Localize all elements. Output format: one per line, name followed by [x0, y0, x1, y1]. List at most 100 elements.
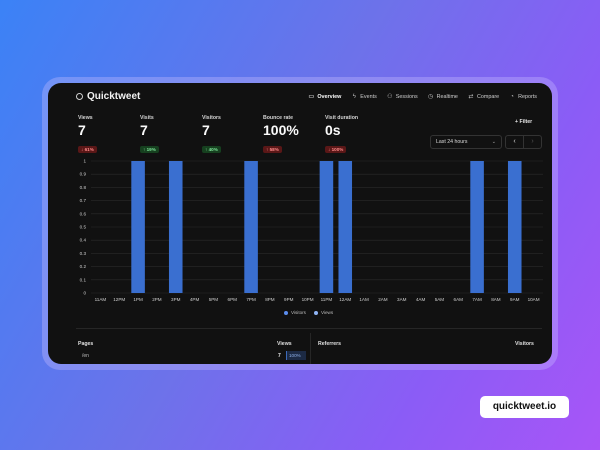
nav-label: Events [360, 93, 377, 100]
prev-button[interactable]: ‹ [513, 138, 516, 145]
metric-label: Visit duration [325, 115, 359, 121]
report-icon: ◔ [510, 93, 514, 100]
nav-compare[interactable]: ⇄ Compare [468, 93, 500, 101]
change-text: 40% [208, 147, 218, 152]
x-tick-label: 2AM [378, 297, 388, 302]
nav-label: Compare [476, 93, 500, 100]
x-tick-label: 6PM [228, 297, 238, 302]
date-range-select[interactable]: Last 24 hours ⌄ [430, 135, 502, 149]
change-text: 61% [84, 147, 94, 152]
y-tick-label: 0.1 [80, 277, 87, 282]
pages-title: Pages [78, 341, 94, 347]
x-tick-label: 4AM [416, 297, 426, 302]
y-tick-label: 0.3 [80, 251, 87, 256]
nav-label: Sessions [395, 93, 418, 100]
x-tick-label: 11PM [321, 297, 333, 302]
app-name: Quicktweet [87, 91, 141, 102]
panel-divider [310, 333, 311, 364]
x-tick-label: 3PM [171, 297, 181, 302]
top-nav: Quicktweet ▭ Overview ϟ Events ⚇ Session… [48, 83, 552, 111]
arrows-icon: ⇄ [468, 94, 474, 100]
nav-sessions[interactable]: ⚇ Sessions [387, 93, 418, 101]
metric-change-badge: ↓ 61% [78, 146, 97, 153]
x-tick-label: 12AM [339, 297, 351, 302]
page-path[interactable]: /en [82, 353, 89, 359]
site-url-pill: quicktweet.io [480, 396, 569, 418]
bar [168, 161, 183, 293]
pages-views-header: Views [277, 341, 292, 347]
x-tick-label: 8PM [265, 297, 275, 302]
nav-realtime[interactable]: ◷ Realtime [428, 93, 458, 101]
nav-events[interactable]: ϟ Events [351, 93, 377, 100]
y-tick-label: 0.9 [80, 172, 87, 177]
nav-label: Reports [518, 93, 537, 100]
x-tick-label: 2PM [152, 297, 162, 302]
x-tick-label: 1PM [133, 297, 143, 302]
metric-label: Bounce rate [263, 115, 293, 121]
nav-label: Realtime [436, 93, 458, 100]
bolt-icon: ϟ [352, 93, 356, 100]
bar [338, 161, 353, 293]
metric-value: 7 [140, 122, 148, 138]
metric-label: Views [78, 115, 93, 121]
y-tick-label: 0.6 [80, 211, 87, 216]
metric-views: Views 7 ↓ 61% [78, 115, 97, 156]
y-tick-label: 0 [83, 291, 86, 296]
legend-views[interactable]: Views [313, 310, 334, 315]
x-tick-label: 3AM [397, 297, 407, 302]
brand[interactable]: Quicktweet [76, 91, 140, 102]
bar [244, 161, 258, 293]
bar [470, 161, 484, 293]
visitors-chart: 0 0.1 0.2 0.3 0.4 0.5 0.6 0.7 0.8 0.9 1 11AM 12PM 1PM… [80, 159, 543, 302]
metric-value: 7 [78, 122, 86, 138]
x-tick-label: 7AM [472, 297, 482, 302]
change-text: 58% [269, 147, 279, 152]
date-nav: ‹ › [505, 135, 542, 149]
chart-legend: Visitors Views [284, 310, 333, 315]
x-tick-label: 4PM [190, 297, 200, 302]
legend-label: Views [320, 310, 334, 315]
next-button[interactable]: › [523, 136, 541, 148]
nav-overview[interactable]: ▭ Overview [308, 93, 342, 101]
monitor-icon: ▭ [308, 94, 315, 100]
page-percent: 100% [286, 351, 306, 360]
change-text: 100% [331, 147, 344, 152]
metric-visit-duration: Visit duration 0s ↓ 100% [325, 115, 358, 156]
metric-bounce-rate: Bounce rate 100% ↑ 58% [263, 115, 299, 156]
metric-visits: Visits 7 ↑ 19% [140, 115, 159, 156]
bar [131, 161, 145, 293]
y-tick-label: 0.8 [80, 185, 87, 190]
metric-value: 100% [263, 122, 299, 138]
x-tick-label: 5AM [435, 297, 445, 302]
metric-change-badge: ↑ 58% [263, 146, 282, 153]
bar [507, 161, 522, 293]
y-tick-label: 1 [83, 159, 86, 164]
legend-dot [284, 310, 288, 315]
metric-change-badge: ↓ 100% [325, 146, 347, 153]
legend-label: Visitors [291, 310, 306, 315]
x-tick-label: 12PM [113, 297, 125, 302]
user-icon: ⚇ [387, 94, 393, 100]
filter-button[interactable]: + Filter [515, 119, 532, 125]
x-tick-label: 8AM [491, 297, 501, 302]
x-tick-label: 9PM [284, 297, 294, 302]
legend-dot [313, 310, 318, 315]
x-tick-label: 1AM [359, 297, 369, 302]
divider [76, 328, 542, 329]
y-tick-label: 0.2 [80, 264, 87, 269]
metric-value: 0s [325, 122, 341, 138]
nav-label: Overview [317, 93, 342, 100]
referrers-visitors-header: Visitors [515, 341, 534, 347]
x-tick-label: 9AM [510, 297, 520, 302]
legend-visitors[interactable]: Visitors [284, 310, 306, 315]
x-tick-label: 5PM [209, 297, 219, 302]
y-tick-label: 0.5 [80, 225, 87, 230]
chevron-down-icon: ⌄ [491, 139, 496, 145]
x-tick-label: 7PM [246, 297, 256, 302]
nav-menu: ▭ Overview ϟ Events ⚇ Sessions ◷ Realtim… [308, 93, 537, 101]
clock-icon: ◷ [428, 94, 434, 100]
nav-reports[interactable]: ◔ Reports [509, 93, 537, 100]
metric-change-badge: ↑ 19% [140, 146, 159, 153]
metric-visitors: Visitors 7 ↑ 40% [202, 115, 221, 156]
page-views: 7 [278, 353, 281, 359]
